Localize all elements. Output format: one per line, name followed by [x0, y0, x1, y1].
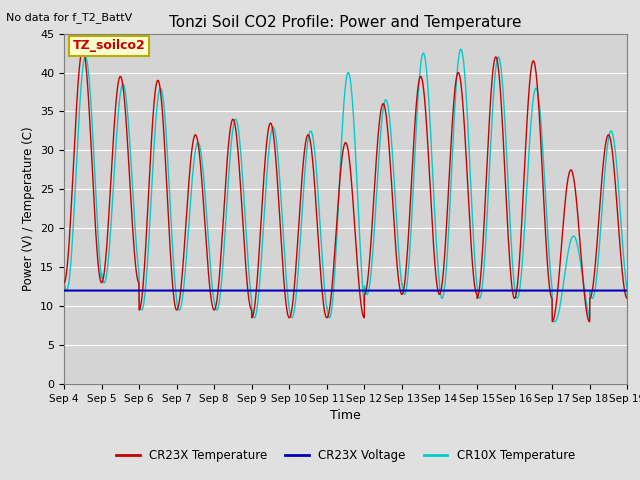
Text: TZ_soilco2: TZ_soilco2 — [72, 39, 145, 52]
Y-axis label: Power (V) / Temperature (C): Power (V) / Temperature (C) — [22, 127, 35, 291]
Legend: CR23X Temperature, CR23X Voltage, CR10X Temperature: CR23X Temperature, CR23X Voltage, CR10X … — [111, 444, 580, 467]
Text: No data for f_T2_BattV: No data for f_T2_BattV — [6, 12, 132, 23]
X-axis label: Time: Time — [330, 409, 361, 422]
Title: Tonzi Soil CO2 Profile: Power and Temperature: Tonzi Soil CO2 Profile: Power and Temper… — [170, 15, 522, 30]
